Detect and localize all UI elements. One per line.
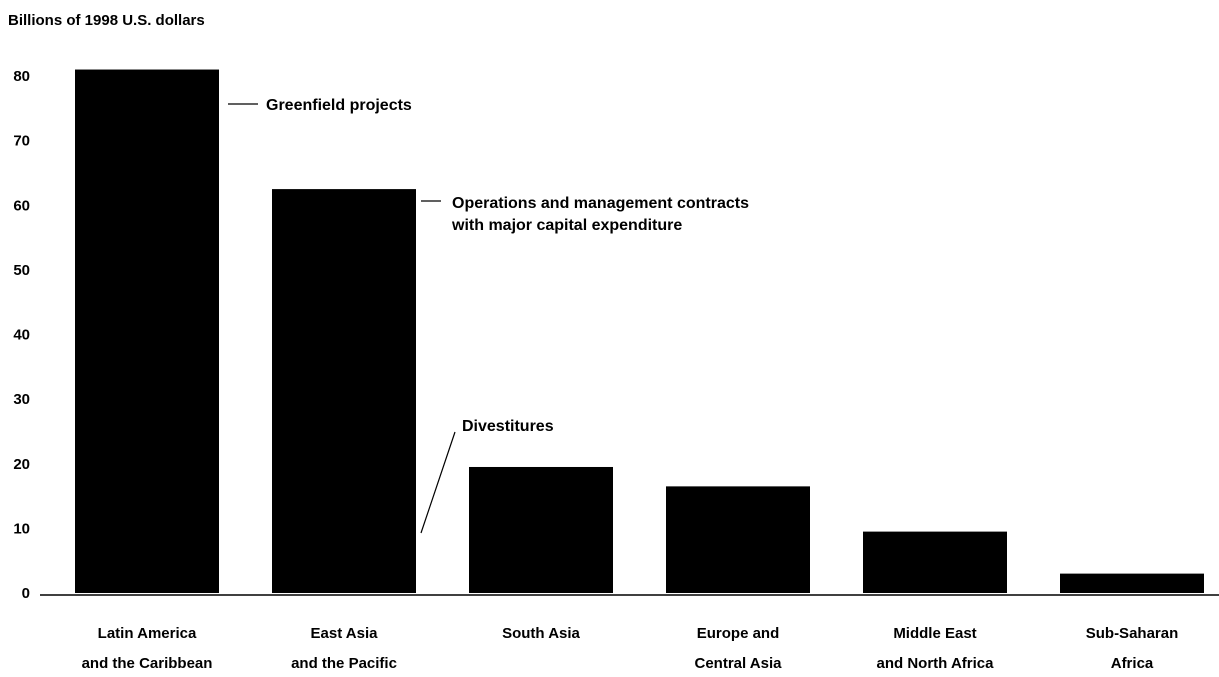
annotation-label: with major capital expenditure: [451, 217, 682, 234]
x-category-label: Europe and: [697, 625, 780, 642]
bar: [469, 466, 613, 593]
y-axis: 0 10 20 30 40 50 60 70 80: [13, 68, 30, 602]
bar: [75, 69, 219, 594]
bar: [1060, 573, 1204, 593]
x-category-label: Sub-Saharan: [1086, 625, 1179, 642]
x-category-label: Middle East: [893, 625, 976, 642]
y-tick-label: 0: [22, 585, 30, 602]
annotation-label: Greenfield projects: [266, 97, 412, 114]
y-tick-label: 30: [13, 391, 30, 408]
x-category-label: and the Pacific: [291, 655, 397, 672]
bars: [75, 69, 1204, 594]
x-category-label: Africa: [1111, 655, 1154, 672]
x-category-label: Latin America: [98, 625, 197, 642]
x-axis-categories: Latin America and the Caribbean East Asia a…: [82, 625, 1179, 672]
annotation-label: Divestitures: [462, 418, 554, 435]
x-category-label: and North Africa: [877, 655, 995, 672]
bar: [666, 486, 810, 593]
y-tick-label: 60: [13, 197, 30, 214]
x-category-label: South Asia: [502, 625, 580, 642]
bar: [863, 531, 1007, 593]
y-tick-label: 10: [13, 520, 30, 537]
y-tick-label: 50: [13, 262, 30, 279]
y-tick-label: 20: [13, 456, 30, 473]
y-tick-label: 80: [13, 68, 30, 85]
x-category-label: East Asia: [311, 625, 379, 642]
y-tick-label: 70: [13, 133, 30, 150]
annotations: Greenfield projects Operations and manage…: [228, 97, 749, 534]
annotation-label: Operations and management contracts: [452, 195, 749, 212]
bar: [272, 189, 416, 593]
x-category-label: Central Asia: [695, 655, 783, 672]
y-tick-label: 40: [13, 327, 30, 344]
x-category-label: and the Caribbean: [82, 655, 213, 672]
y-axis-label: Billions of 1998 U.S. dollars: [8, 12, 205, 29]
annotation-leader-line: [420, 431, 456, 534]
